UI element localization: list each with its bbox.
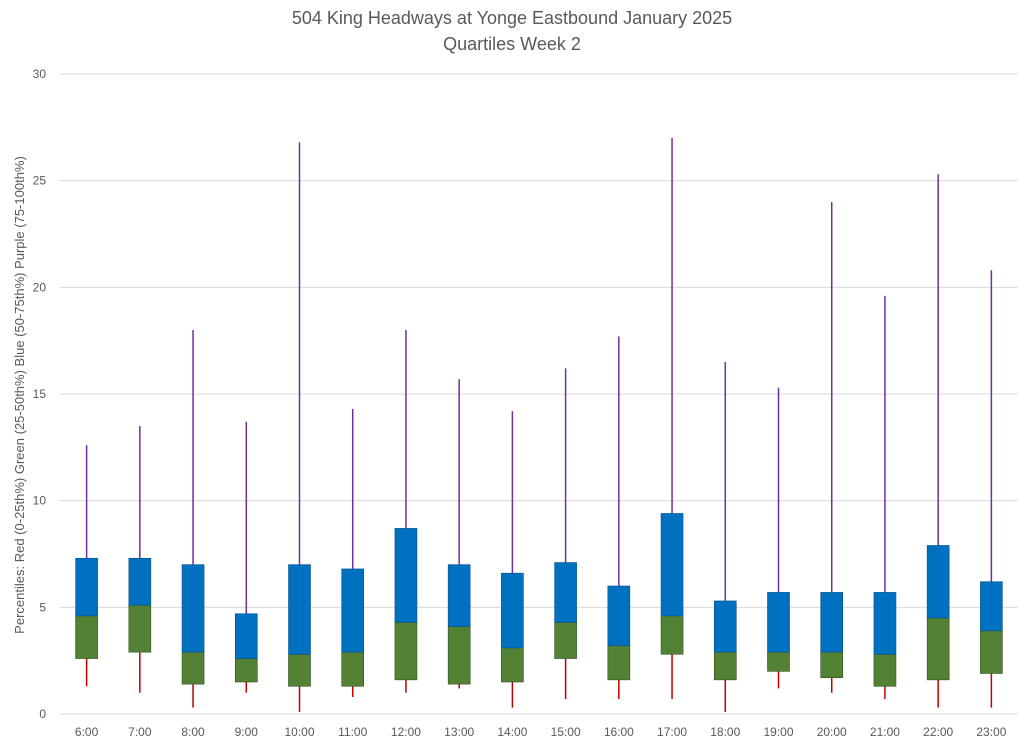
x-tick-label: 21:00 [870, 725, 900, 739]
box-q2 [447, 626, 471, 685]
box-q2 [660, 615, 684, 655]
x-tick-label: 23:00 [976, 725, 1006, 739]
x-tick-label: 18:00 [710, 725, 740, 739]
gridlines [60, 73, 1018, 715]
y-axis-label: Percentiles: Red (0-25th%) Green (25-50t… [12, 156, 27, 634]
x-tick-label: 20:00 [817, 725, 847, 739]
box-q3 [288, 564, 311, 655]
box-q3 [501, 572, 524, 649]
box-q3 [980, 581, 1003, 632]
y-tick-label: 20 [33, 280, 47, 294]
box-q2 [873, 653, 897, 687]
x-axis-ticks: 6:00 7:00 8:00 9:00 10:00 11:00 12:00 13:00 14:0… [75, 725, 1007, 739]
x-tick-label: 7:00 [128, 725, 152, 739]
chart-subtitle: Quartiles Week 2 [443, 34, 581, 54]
box-q3 [128, 557, 152, 606]
box-q3 [181, 564, 205, 653]
y-tick-label: 30 [33, 67, 47, 81]
box-q2 [767, 651, 790, 672]
box-q3 [713, 600, 737, 653]
box-q2 [554, 621, 577, 659]
x-tick-label: 13:00 [444, 725, 474, 739]
x-tick-label: 12:00 [391, 725, 421, 739]
box-q3 [873, 592, 897, 655]
box-q2 [820, 651, 844, 679]
box-q2 [75, 615, 98, 659]
box-q2 [128, 604, 152, 653]
y-tick-label: 10 [33, 494, 47, 508]
box-q2 [288, 653, 311, 687]
chart-title: 504 King Headways at Yonge Eastbound Jan… [292, 8, 732, 28]
box-q3 [767, 592, 790, 653]
x-tick-label: 11:00 [338, 725, 367, 739]
box-q3 [234, 613, 258, 659]
box-q3 [394, 528, 418, 623]
x-tick-label: 22:00 [923, 725, 953, 739]
box-q2 [234, 658, 258, 683]
y-tick-label: 0 [39, 707, 46, 721]
x-tick-label: 9:00 [235, 725, 259, 739]
x-tick-label: 15:00 [551, 725, 581, 739]
y-tick-label: 25 [33, 174, 47, 188]
box-q3 [447, 564, 471, 627]
x-tick-label: 6:00 [75, 725, 99, 739]
x-tick-label: 10:00 [284, 725, 314, 739]
box-q2 [607, 645, 631, 681]
box-q2 [181, 651, 205, 685]
box-q2 [926, 617, 950, 681]
whiskers [85, 138, 993, 712]
y-axis-ticks: 0 5 10 15 20 25 30 [33, 67, 47, 721]
box-q3 [607, 585, 631, 647]
x-tick-label: 14:00 [497, 725, 527, 739]
boxes [75, 513, 1003, 687]
x-tick-label: 19:00 [763, 725, 793, 739]
box-q3 [820, 592, 844, 653]
box-q2 [501, 647, 524, 683]
x-tick-label: 16:00 [604, 725, 634, 739]
box-q2 [341, 651, 365, 687]
x-tick-label: 8:00 [181, 725, 205, 739]
box-q3 [554, 562, 577, 623]
box-q3 [75, 557, 98, 617]
box-q2 [980, 630, 1003, 674]
y-tick-label: 5 [39, 600, 46, 614]
box-q3 [341, 568, 365, 653]
y-tick-label: 15 [33, 387, 47, 401]
box-q2 [713, 651, 737, 681]
box-q2 [394, 621, 418, 681]
box-q3 [926, 545, 950, 619]
x-tick-label: 17:00 [657, 725, 687, 739]
box-q3 [660, 513, 684, 617]
